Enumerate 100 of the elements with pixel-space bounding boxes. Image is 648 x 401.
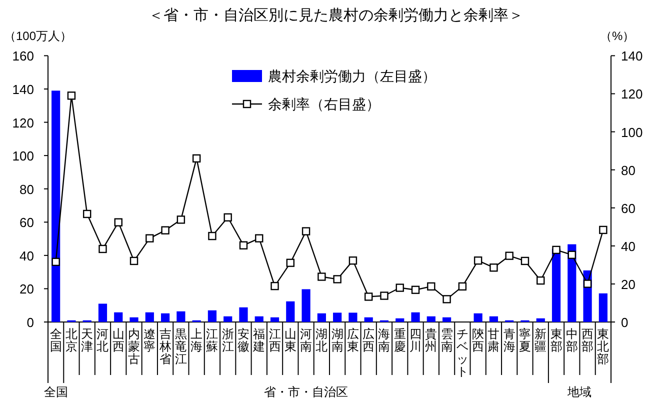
legend-label: 余剰率（右目盛） <box>268 96 380 112</box>
point <box>146 234 154 242</box>
text: 地域 <box>566 385 592 399</box>
point <box>52 258 60 266</box>
point <box>255 234 264 242</box>
x-tick-label: 福建 <box>252 327 266 354</box>
point <box>192 154 201 163</box>
bar <box>317 313 326 322</box>
x-tick-label: 広西 <box>362 327 375 354</box>
bar <box>254 316 264 322</box>
point <box>458 282 467 291</box>
point <box>98 244 107 254</box>
point <box>318 272 326 281</box>
bar <box>442 317 452 322</box>
x-tick-label: 西部 <box>582 327 594 354</box>
x-tick-label: 天津 <box>81 327 94 354</box>
y-axis-title: （100万人） <box>4 29 72 43</box>
x-tick-label: 山東 <box>284 327 296 354</box>
x-tick-label: 上海 <box>190 327 203 354</box>
x-tick-label: 中部 <box>566 327 578 354</box>
bar <box>160 313 170 322</box>
bar <box>270 317 280 322</box>
point <box>130 256 138 266</box>
point <box>286 258 295 267</box>
legend-label: 農村余剰労働力（左目盛） <box>268 68 436 84</box>
x-tick-label: 貴州 <box>425 327 438 354</box>
point <box>208 232 216 240</box>
y-tick-label: 140 <box>12 82 34 97</box>
y-tick-label: 80 <box>20 182 34 197</box>
point <box>364 292 373 301</box>
y-tick-label: 160 <box>12 48 34 64</box>
y-tick-label: 20 <box>20 282 34 297</box>
x-tick-label: 寧夏 <box>518 327 531 354</box>
bar <box>130 317 138 322</box>
y2-tick-label: 20 <box>621 276 636 292</box>
bar <box>536 318 545 322</box>
point <box>114 218 122 226</box>
point <box>333 275 342 284</box>
point <box>224 213 232 222</box>
point <box>442 295 451 304</box>
chart-title: ＜省・市・自治区別に見た農村の余剰労働力と余剰率＞ <box>148 7 524 24</box>
x-tick-label: 江蘇 <box>206 327 218 354</box>
x-tick-label: 新疆 <box>534 327 547 354</box>
bar <box>224 316 232 322</box>
point <box>82 210 92 218</box>
bar <box>302 289 310 322</box>
bar <box>348 312 358 322</box>
text: 省・市・自治区 <box>264 385 348 399</box>
y-tick-label: 60 <box>20 215 34 230</box>
point <box>348 256 358 265</box>
point <box>583 280 592 288</box>
bar <box>239 307 248 322</box>
bar <box>98 304 108 322</box>
x-tick-label: 青海 <box>503 327 516 354</box>
point <box>490 264 498 272</box>
bar <box>208 310 217 322</box>
x-tick-label: 内蒙古 <box>128 327 140 366</box>
bar <box>286 301 295 322</box>
bar <box>52 90 60 322</box>
x-tick-label: 河北 <box>96 327 109 354</box>
y2-tick-label: 40 <box>621 238 636 254</box>
x-tick-label: 黒竜江 <box>174 327 187 366</box>
x-tick-label: 山西 <box>112 327 124 354</box>
x-tick-label: チベット <box>456 327 468 378</box>
y2-tick-label: 80 <box>621 162 636 178</box>
x-tick-label: 湖北 <box>316 327 328 354</box>
bar <box>426 316 436 322</box>
x-tick-label: 北京 <box>65 327 78 354</box>
point <box>520 256 530 266</box>
point <box>302 227 310 236</box>
point <box>270 282 279 290</box>
x-tick-label: 江西 <box>268 327 281 354</box>
y2-tick-label: 140 <box>621 48 643 64</box>
point <box>396 284 404 292</box>
y-tick-label: 120 <box>12 115 34 130</box>
y-tick-label: 100 <box>12 148 34 164</box>
x-tick-label: 東北部 <box>597 327 610 366</box>
x-tick-label: 吉林省 <box>158 327 172 366</box>
y2-tick-label: 120 <box>621 86 643 102</box>
point <box>427 282 436 291</box>
y-tick-label: 0 <box>26 315 34 330</box>
x-tick-label: 甘粛 <box>488 327 500 354</box>
x-tick-label: 陝西 <box>472 327 484 354</box>
y2-tick-label: 100 <box>621 124 643 140</box>
y2-axis-title: （%） <box>600 29 635 43</box>
bar <box>474 313 482 322</box>
x-tick-label: 重慶 <box>394 327 406 354</box>
bar <box>598 293 608 322</box>
y-tick-label: 40 <box>20 248 34 264</box>
text: 全国 <box>44 385 68 399</box>
x-tick-label: 浙江 <box>222 327 234 354</box>
y2-tick-label: 60 <box>621 200 636 216</box>
bar <box>114 312 123 322</box>
x-tick-label: 河南 <box>300 327 312 354</box>
bar <box>411 312 420 322</box>
x-tick-label: 遼寧 <box>144 327 156 354</box>
x-tick-label: 雲南 <box>440 327 453 354</box>
x-tick-label: 安徽 <box>237 327 250 354</box>
point <box>552 246 560 254</box>
bar <box>489 316 498 322</box>
